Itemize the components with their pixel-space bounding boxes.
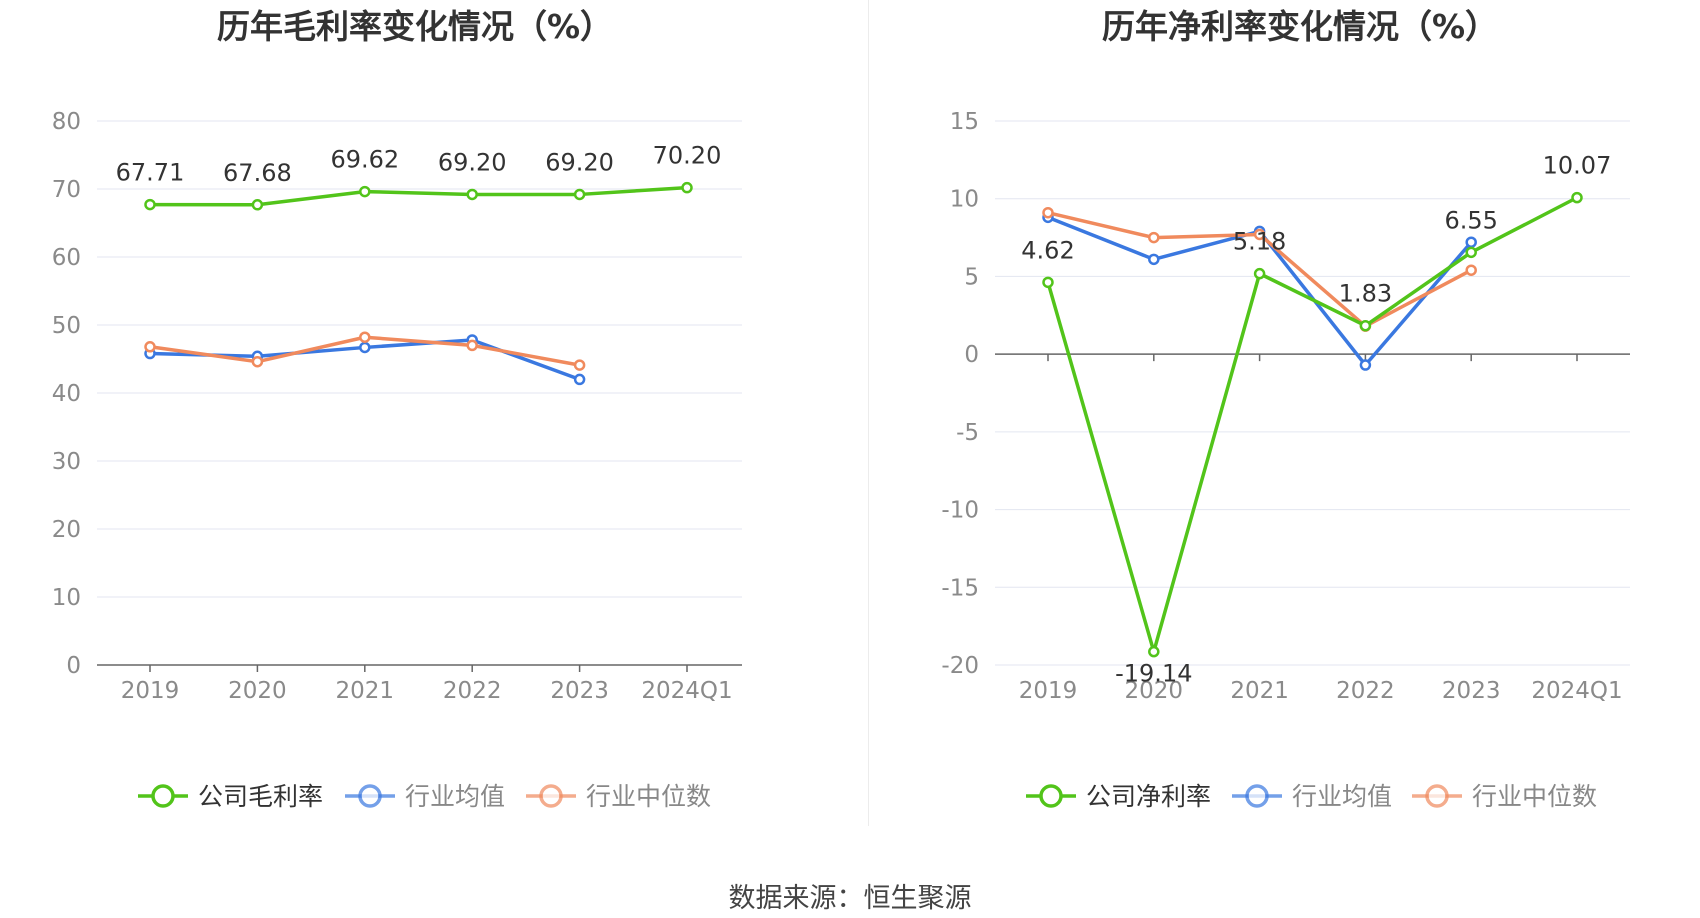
x-tick-label: 2022	[1336, 678, 1395, 704]
data-label: 69.20	[438, 148, 507, 176]
data-point	[573, 188, 586, 201]
data-point	[1465, 264, 1477, 276]
legend-marker	[1039, 784, 1063, 808]
data-label: 69.20	[545, 148, 614, 176]
chart-title: 历年净利率变化情况（%）	[1102, 7, 1498, 46]
y-tick-label: 60	[52, 245, 81, 271]
data-point	[466, 188, 478, 201]
x-tick-label: 2021	[336, 678, 395, 704]
data-label: 5.18	[1233, 228, 1286, 256]
y-tick-label: 20	[52, 517, 81, 543]
legend-label: 行业中位数	[586, 782, 711, 811]
data-point	[1571, 191, 1583, 204]
legend-marker	[358, 784, 382, 808]
legend-marker	[151, 784, 175, 808]
legend-marker	[539, 784, 563, 808]
net-margin-chart: 历年净利率变化情况（%） -20 -15 -10 -5 0 5 10 15 2019 2020 202…	[941, 7, 1630, 811]
y-tick-label: 5	[964, 264, 979, 290]
y-tick-label: 70	[52, 177, 81, 203]
data-label: 4.62	[1021, 236, 1074, 264]
data-point	[573, 373, 586, 386]
data-point	[1148, 253, 1160, 266]
series-line	[149, 185, 688, 207]
legend-label: 行业中位数	[1472, 782, 1597, 811]
legend-label: 公司毛利率	[198, 782, 323, 811]
gross-margin-chart: 历年毛利率变化情况（%） 0 10 20 30 40 50 60 70 80 2019 2020 202…	[52, 7, 742, 811]
y-tick-label: 80	[52, 109, 81, 135]
data-point	[1465, 236, 1477, 248]
data-label: 67.71	[116, 159, 185, 187]
data-point	[466, 339, 478, 352]
data-point	[1465, 246, 1477, 259]
panel-divider	[868, 0, 869, 826]
data-label: 70.20	[653, 142, 722, 170]
data-label: 69.62	[330, 146, 399, 174]
x-tick-label: 2022	[443, 678, 502, 704]
data-point	[681, 181, 693, 194]
y-tick-label: 40	[52, 381, 81, 407]
data-point	[1042, 206, 1054, 219]
data-source: 数据来源：恒生聚源	[728, 883, 972, 914]
data-point	[144, 341, 156, 353]
y-tick-label: 0	[964, 342, 979, 368]
data-point	[359, 331, 371, 343]
legend-label: 公司净利率	[1086, 782, 1211, 811]
data-point	[1042, 276, 1054, 289]
y-tick-label: -20	[941, 653, 979, 679]
data-point	[251, 199, 264, 211]
data-label: 67.68	[223, 159, 292, 187]
data-point	[359, 185, 371, 198]
legend-marker	[1425, 784, 1449, 808]
y-tick-label: 10	[52, 585, 81, 611]
x-tick-label: 2020	[1125, 678, 1184, 704]
x-tick-label: 2019	[1019, 678, 1078, 704]
x-tick-label: 2023	[550, 678, 609, 704]
data-point	[1253, 267, 1266, 280]
data-label: 1.83	[1339, 280, 1392, 308]
data-point	[1148, 231, 1160, 244]
y-tick-label: -5	[956, 420, 979, 446]
y-tick-label: -10	[941, 498, 979, 524]
data-point	[251, 355, 264, 368]
x-tick-label: 2024Q1	[641, 678, 732, 704]
data-label: 6.55	[1444, 206, 1497, 234]
x-tick-label: 2019	[121, 678, 180, 704]
y-tick-label: 30	[52, 449, 81, 475]
y-tick-label: 50	[52, 313, 81, 339]
legend-marker	[1245, 784, 1269, 808]
data-label: 10.07	[1543, 152, 1612, 180]
data-point	[1253, 228, 1266, 241]
chart-title: 历年毛利率变化情况（%）	[217, 7, 613, 46]
data-label: -19.14	[1115, 660, 1192, 688]
y-tick-label: 0	[66, 653, 81, 679]
x-tick-label: 2023	[1442, 678, 1501, 704]
y-tick-label: -15	[941, 575, 979, 601]
x-tick-label: 2024Q1	[1531, 678, 1622, 704]
y-tick-label: 10	[950, 187, 979, 213]
data-point	[359, 341, 371, 354]
data-point	[1148, 645, 1160, 658]
series-line	[1046, 196, 1578, 654]
legend-label: 行业均值	[405, 782, 505, 811]
data-point	[1359, 359, 1372, 371]
y-tick-label: 15	[950, 109, 979, 135]
x-tick-label: 2020	[228, 678, 287, 704]
x-tick-label: 2021	[1230, 678, 1289, 704]
data-point	[1359, 319, 1372, 332]
legend-label: 行业均值	[1292, 782, 1392, 811]
data-point	[144, 198, 156, 211]
data-point	[573, 359, 586, 371]
